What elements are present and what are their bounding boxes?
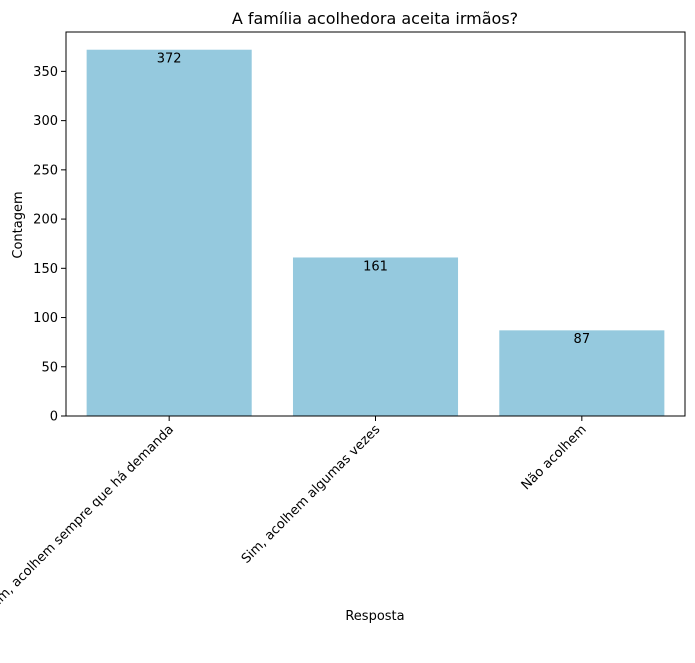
y-tick-label: 300: [33, 114, 58, 129]
data-label: 161: [363, 259, 388, 274]
data-labels-layer: 372 161 87: [157, 52, 590, 348]
bar: [86, 49, 252, 416]
chart-title: A família acolhedora aceita irmãos?: [232, 9, 518, 28]
y-tick-label: 100: [33, 311, 58, 326]
bar: [499, 330, 665, 416]
y-tick-label: 350: [33, 65, 58, 80]
data-label: 372: [157, 52, 182, 67]
x-tick-label: Não acolhem: [519, 422, 590, 493]
y-axis-label: Contagem: [11, 191, 26, 258]
y-tick-label: 50: [41, 360, 58, 375]
bar: [292, 257, 459, 416]
x-axis-label: Resposta: [345, 609, 404, 624]
bars-layer: [86, 49, 665, 416]
x-tick-label: Sim, acolhem sempre que há demanda: [0, 422, 177, 613]
y-tick-label: 150: [33, 262, 58, 277]
x-tick-label: Sim, acolhem algumas vezes: [239, 422, 384, 567]
data-label: 87: [574, 332, 591, 347]
y-tick-label: 250: [33, 163, 58, 178]
plot-frame: [65, 31, 686, 417]
y-tick-label: 200: [33, 213, 58, 228]
y-tick-label: 0: [50, 410, 58, 425]
